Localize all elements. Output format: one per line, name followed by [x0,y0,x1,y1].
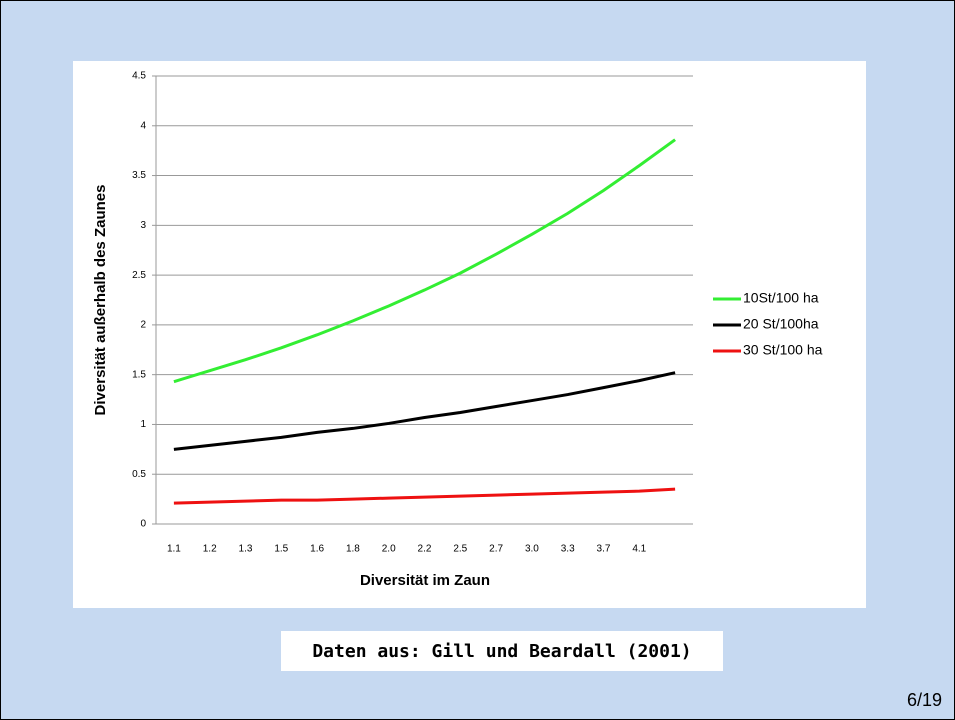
page-number: 6/19 [906,690,942,710]
source-note: Daten aus: Gill und Beardall (2001) [281,631,723,671]
y-tick-label: 0.5 [132,469,146,480]
x-tick-label: 3.3 [561,544,575,555]
line-series [173,371,676,451]
x-tick-label: 2.7 [489,544,503,555]
x-tick-label: 1.5 [274,544,288,555]
line-series [173,138,676,384]
y-tick-label: 0 [140,519,146,530]
chart-area [73,61,866,608]
line-series [173,487,676,505]
x-tick-label: 2.0 [382,544,396,555]
y-tick-label: 3 [140,220,146,231]
x-tick-label: 2.5 [453,544,467,555]
legend-label: 20 St/100ha [743,316,819,332]
y-tick-label: 1 [140,419,146,430]
x-tick-label: 1.3 [239,544,253,555]
y-tick-label: 2.5 [132,270,146,281]
x-tick-label: 4.1 [632,544,646,555]
x-axis-title: Diversität im Zaun [360,572,490,589]
x-tick-label: 1.8 [346,544,360,555]
x-tick-label: 1.1 [167,544,181,555]
x-tick-label: 1.2 [203,544,217,555]
legend-label: 30 St/100 ha [743,342,823,358]
y-tick-label: 1.5 [132,369,146,380]
legend-label: 10St/100 ha [743,290,819,306]
x-tick-label: 2.2 [418,544,432,555]
x-tick-label: 3.7 [597,544,611,555]
y-axis-title: Diversität außerhalb des Zaunes [92,185,109,416]
y-tick-label: 4.5 [132,71,146,82]
y-tick-label: 4 [140,120,146,131]
y-tick-label: 3.5 [132,170,146,181]
x-tick-label: 3.0 [525,544,539,555]
y-tick-label: 2 [140,320,146,331]
x-tick-label: 1.6 [310,544,324,555]
